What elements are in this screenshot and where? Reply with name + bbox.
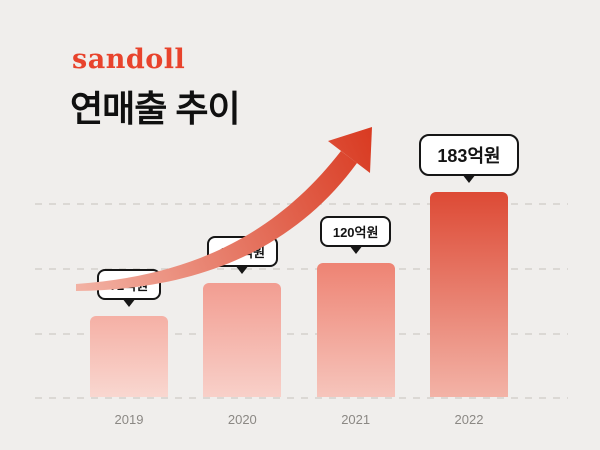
x-axis-tick-2022: 2022 [454, 412, 484, 427]
value-label: 72억원 [109, 278, 149, 293]
x-axis-tick-2019: 2019 [114, 412, 144, 427]
bar-group-2020: 102억원 2020 [203, 236, 282, 427]
bar-group-2021: 120억원 2021 [316, 216, 395, 427]
bar-2019 [90, 316, 168, 397]
value-label-bubble: 72억원 [96, 269, 162, 300]
bar-chart: 72억원 2019 102억원 2020 120억원 2021 183억원 20… [90, 134, 519, 427]
value-label-bubble-highlight: 183억원 [419, 134, 519, 176]
bar-group-2019: 72억원 2019 [90, 269, 168, 427]
bar-2022 [429, 192, 508, 397]
chart-title: 연매출 추이 [70, 88, 241, 129]
x-axis-tick-2020: 2020 [227, 412, 257, 427]
bar-2020 [203, 283, 282, 397]
brand-logo: sandoll [72, 44, 186, 75]
value-label-bubble: 102억원 [206, 236, 279, 267]
gridline [35, 333, 568, 335]
x-axis-tick-2021: 2021 [341, 412, 371, 427]
baseline [35, 397, 568, 399]
value-label: 183억원 [437, 146, 501, 166]
value-label: 102억원 [219, 245, 266, 260]
value-label: 120억원 [332, 225, 379, 240]
value-label-bubble: 120억원 [319, 216, 392, 247]
bar-2021 [316, 263, 395, 397]
bar-group-2022: 183억원 2022 [419, 134, 519, 427]
